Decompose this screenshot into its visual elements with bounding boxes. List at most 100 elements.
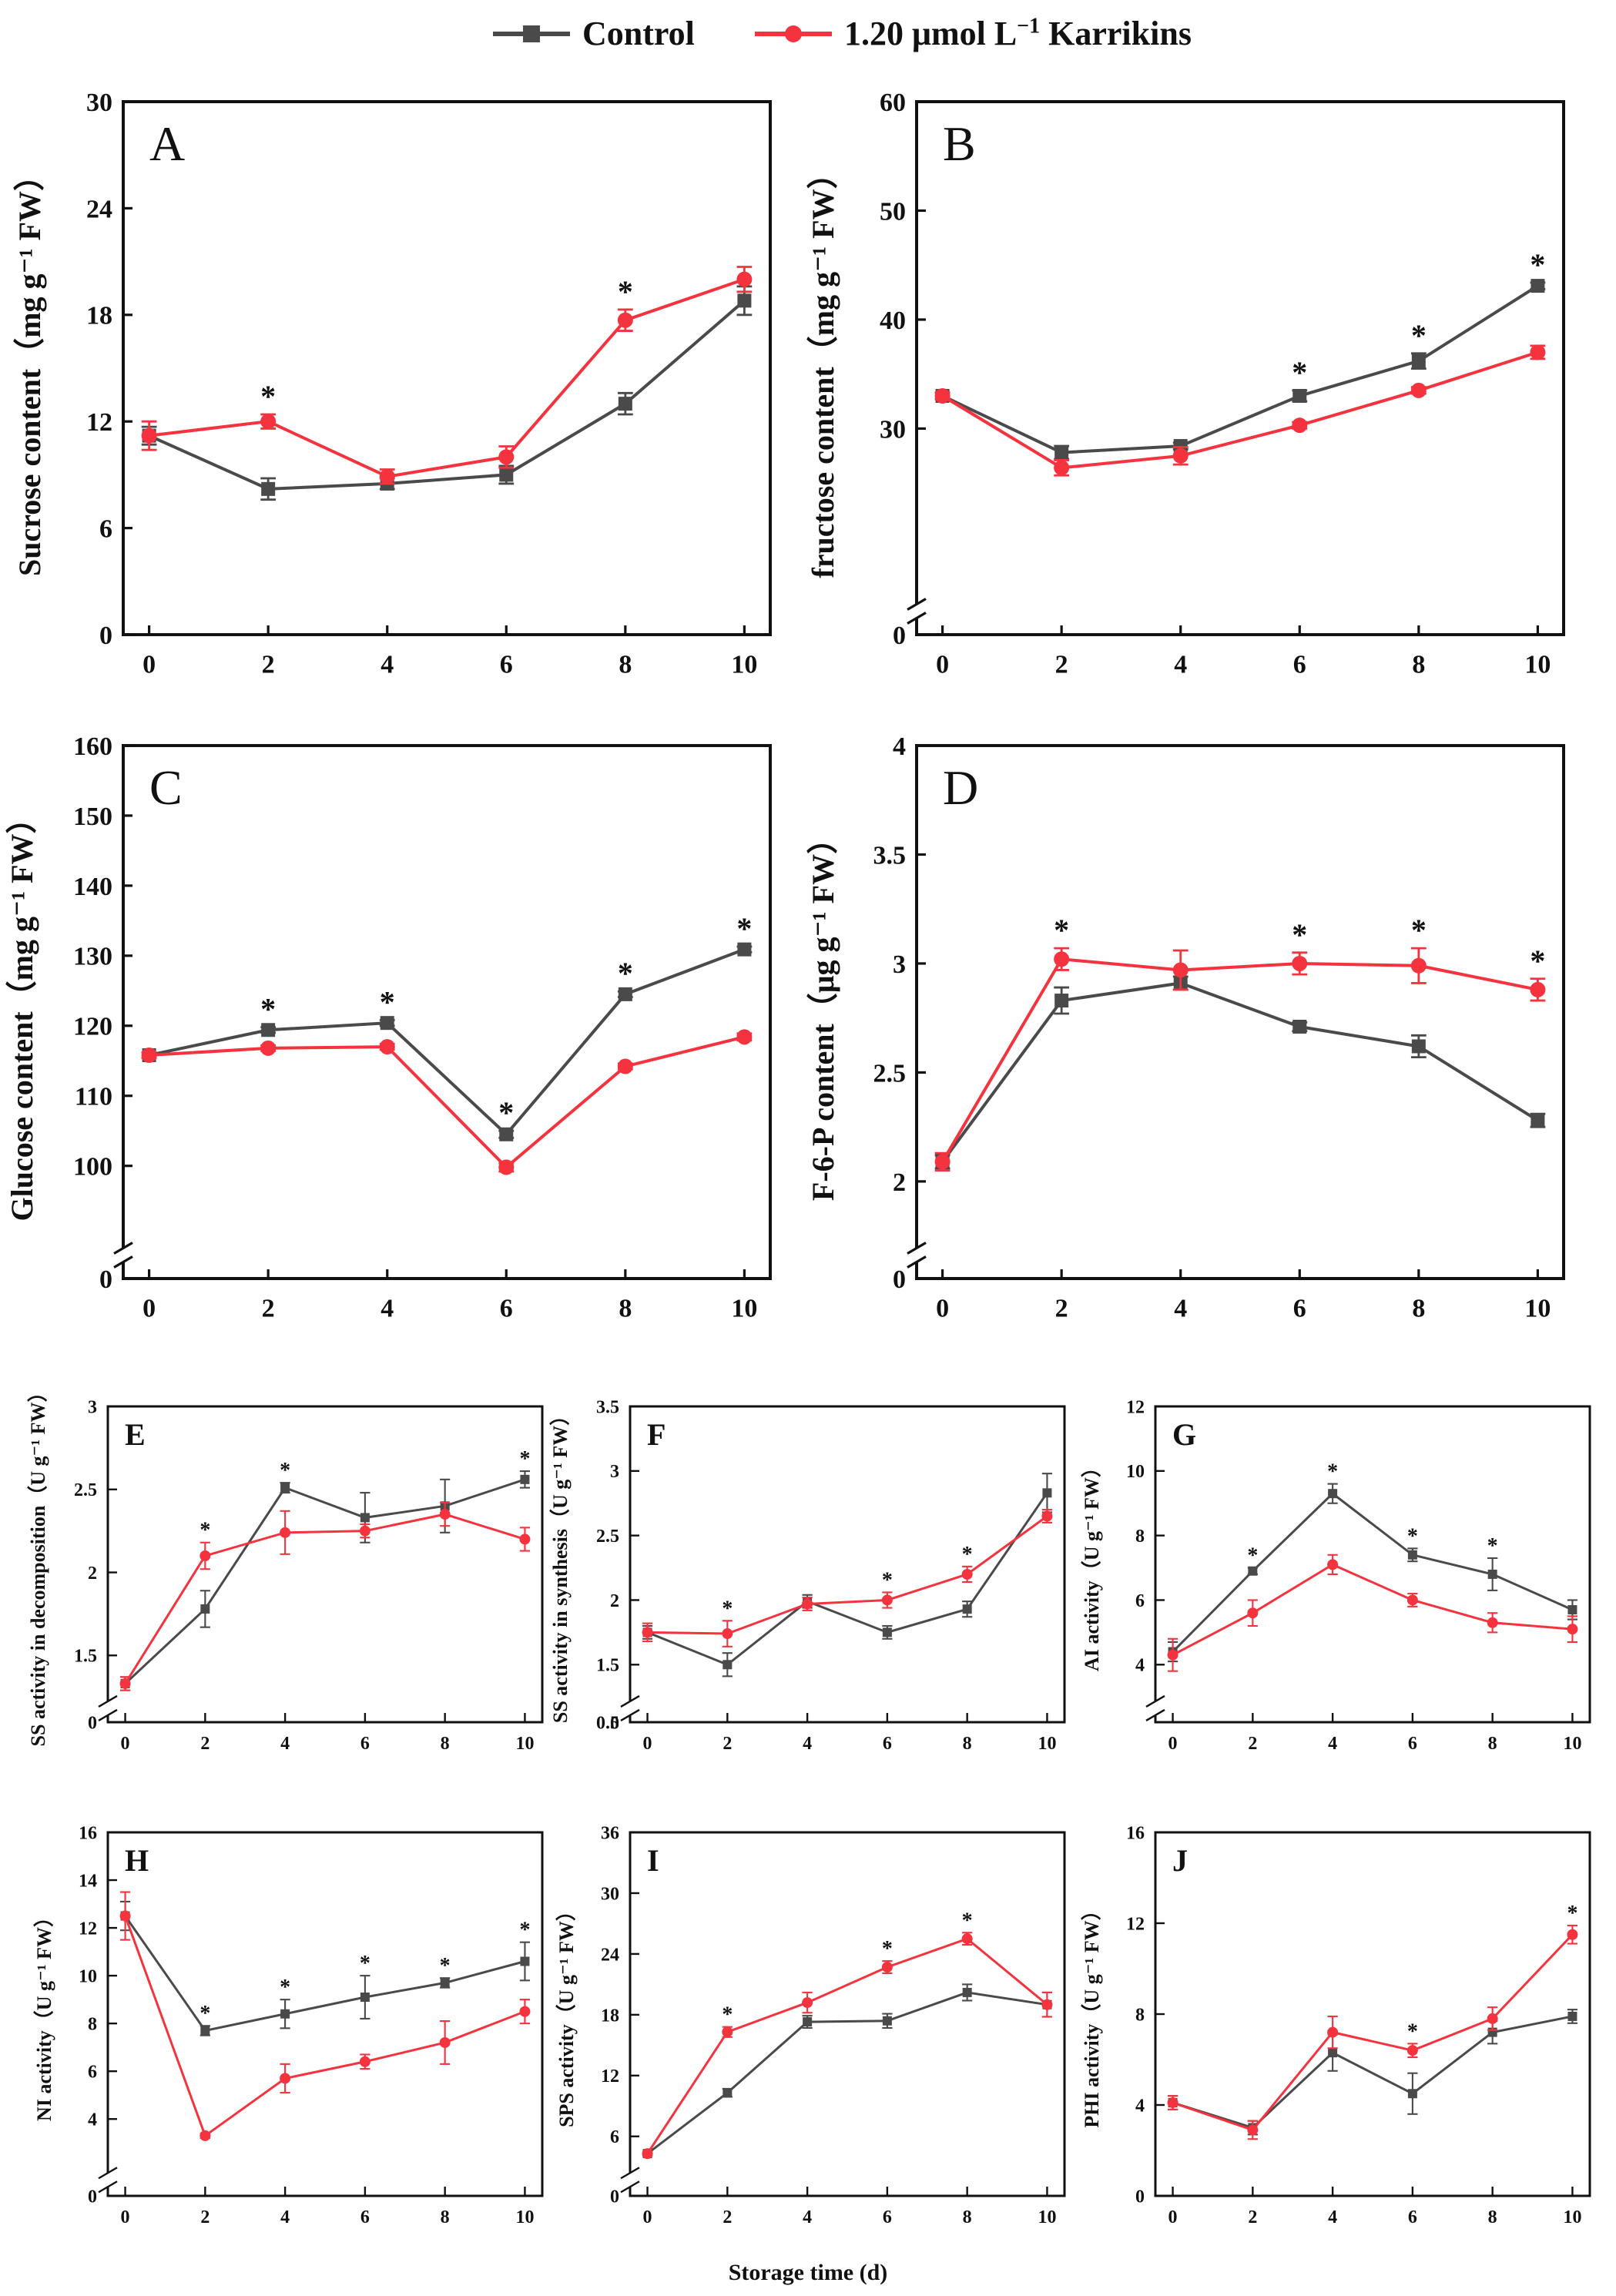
- y-axis-label: fructose content（mg g⁻¹ FW）: [806, 158, 840, 578]
- data-point-karrikins: [1406, 2045, 1418, 2056]
- significance-star: *: [1530, 247, 1545, 282]
- data-point-karrikins: [1530, 344, 1546, 360]
- shared-x-axis-label: Storage time (d): [729, 2260, 888, 2285]
- axis-break-mark: [620, 2167, 640, 2180]
- x-tick-label: 4: [280, 1734, 290, 1754]
- x-tick-label: 6: [1293, 1294, 1306, 1322]
- data-point-karrikins: [736, 271, 753, 287]
- data-point-karrikins: [1327, 1559, 1339, 1570]
- x-tick-label: 6: [1293, 650, 1306, 679]
- axis-break-mark: [98, 1694, 118, 1708]
- series-line-karrikins: [646, 1937, 1048, 2154]
- y-tick-label: 18: [601, 2006, 619, 2026]
- data-point-karrikins: [519, 2006, 531, 2017]
- y-tick-label: 30: [86, 89, 112, 117]
- x-tick-label: 4: [1328, 2207, 1337, 2227]
- data-point-control: [499, 1127, 514, 1141]
- data-point-control: [1054, 994, 1069, 1008]
- x-tick-label: 6: [500, 650, 513, 679]
- x-tick-label: 8: [963, 2207, 972, 2227]
- data-point-control: [882, 1627, 892, 1637]
- axis-break-gap: [102, 2173, 114, 2187]
- axis-break-mark: [98, 2167, 118, 2180]
- significance-star: *: [962, 1543, 973, 1567]
- significance-star: *: [1407, 1524, 1418, 1548]
- x-tick-label: 6: [1408, 2207, 1417, 2227]
- y-tick-label: 2: [610, 1591, 619, 1611]
- y-tick-label: 1.5: [596, 1656, 619, 1676]
- significance-star: *: [280, 1459, 290, 1483]
- x-tick-label: 10: [731, 1294, 757, 1322]
- significance-star: *: [440, 1954, 451, 1978]
- x-tick-label: 10: [1563, 2207, 1581, 2227]
- series-line-control: [1172, 2015, 1573, 2130]
- plot-frame: [1154, 1405, 1591, 1724]
- legend-treatment: 1.20 μmol L−1 Karrikins: [755, 14, 1192, 53]
- x-tick-label: 2: [1055, 1294, 1068, 1322]
- x-tick-label: 2: [200, 2207, 210, 2227]
- y-tick-label: 0: [99, 622, 112, 650]
- data-point-karrikins: [1567, 1929, 1578, 1940]
- y-tick-label: 0: [99, 1265, 112, 1294]
- data-point-karrikins: [199, 2130, 211, 2141]
- data-point-karrikins: [260, 414, 277, 430]
- y-tick-label: 40: [880, 307, 906, 335]
- panel-letter: I: [647, 1843, 659, 1878]
- series-line-control: [646, 1492, 1048, 1667]
- data-point-control: [737, 942, 752, 957]
- data-point-karrikins: [1487, 1617, 1498, 1628]
- x-tick-label: 4: [381, 650, 394, 679]
- y-tick-label: 120: [73, 1013, 112, 1041]
- y-tick-label: 4: [1135, 2096, 1145, 2116]
- data-point-karrikins: [1167, 1649, 1178, 1661]
- significance-star: *: [260, 379, 276, 414]
- x-tick-label: 8: [1412, 650, 1425, 679]
- x-tick-label: 8: [619, 1294, 632, 1322]
- data-point-karrikins: [1167, 2097, 1178, 2109]
- x-tick-label: 0: [142, 650, 156, 679]
- y-tick-label: 130: [73, 943, 112, 971]
- data-point-control: [1292, 388, 1307, 403]
- plot-frame: [915, 744, 1565, 1280]
- axis-break-mark: [98, 1708, 118, 1721]
- y-tick-label: 2: [88, 1564, 97, 1584]
- data-point-karrikins: [439, 1509, 451, 1520]
- data-point-control: [200, 2026, 210, 2036]
- x-tick-label: 2: [1055, 650, 1068, 679]
- plot-frame: [629, 1831, 1066, 2197]
- data-point-karrikins: [498, 1159, 515, 1175]
- y-tick-label: 0.5: [596, 1713, 619, 1733]
- series-line-karrikins: [940, 957, 1538, 1163]
- y-tick-label: 2.5: [873, 1059, 907, 1088]
- data-point-karrikins: [359, 1525, 370, 1537]
- y-tick-label: 0: [610, 1713, 619, 1733]
- data-point-control: [280, 1483, 290, 1493]
- y-tick-label: 24: [86, 195, 112, 223]
- x-tick-label: 10: [1038, 2207, 1056, 2227]
- x-tick-label: 2: [723, 1734, 732, 1754]
- x-tick-label: 0: [121, 2207, 130, 2227]
- y-tick-label: 6: [610, 2127, 619, 2147]
- data-point-karrikins: [881, 1594, 893, 1606]
- significance-star: *: [618, 956, 633, 990]
- panel-letter: C: [149, 760, 183, 815]
- y-tick-label: 10: [1126, 1462, 1145, 1482]
- axis-break-gap: [910, 604, 923, 618]
- data-point-karrikins: [802, 1997, 813, 2009]
- y-tick-label: 3: [610, 1462, 619, 1482]
- significance-star: *: [199, 2002, 210, 2026]
- data-point-karrikins: [934, 387, 950, 404]
- x-tick-label: 10: [1038, 1734, 1056, 1754]
- y-tick-label: 12: [79, 1919, 97, 1939]
- y-tick-label: 2.5: [74, 1480, 97, 1500]
- x-tick-label: 4: [381, 1294, 394, 1322]
- y-tick-label: 4: [893, 732, 906, 761]
- legend: Control 1.20 μmol L−1 Karrikins: [0, 0, 1616, 69]
- data-point-karrikins: [141, 1047, 157, 1063]
- y-tick-label: 60: [880, 89, 906, 117]
- y-tick-label: 8: [1135, 2005, 1145, 2025]
- data-point-control: [280, 2009, 290, 2019]
- panel-letter: H: [125, 1843, 149, 1878]
